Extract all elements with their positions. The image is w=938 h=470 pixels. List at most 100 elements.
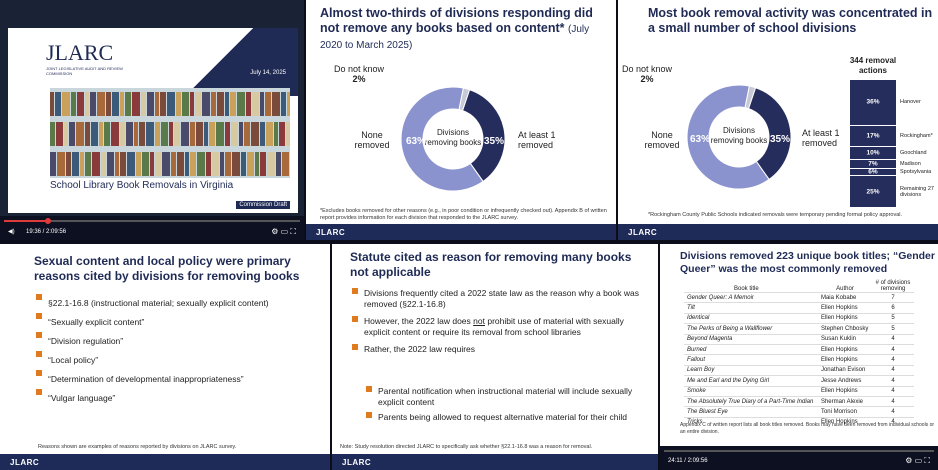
slide-bottom-bar	[332, 454, 658, 470]
book-spine	[255, 152, 259, 176]
progress-track[interactable]	[4, 218, 300, 224]
footnote: *Rockingham County Public Schools indica…	[648, 212, 903, 218]
book-spine	[115, 152, 119, 176]
book-spine	[251, 122, 259, 146]
slide-title: School Library Book Removals in Virginia	[50, 180, 234, 191]
author-cell: Stephen Chbosky	[817, 323, 872, 335]
jlarc-footer-logo: JLARC	[316, 228, 346, 237]
player-icons[interactable]: ⚙ ▭ ⛶	[905, 456, 930, 465]
book-title-cell: The Perks of Being a Wallflower	[684, 323, 818, 335]
book-spine	[104, 122, 110, 146]
slide-title: Statute cited as reason for removing man…	[350, 250, 632, 279]
count-cell: 4	[872, 354, 914, 366]
book-spine	[139, 122, 145, 146]
segment-pct: 25%	[866, 188, 880, 196]
donut-center: Divisions removing books	[710, 126, 768, 145]
donut-center: Divisions removing books	[424, 128, 482, 147]
slide-bottom-bar	[618, 224, 938, 240]
progress-knob[interactable]	[45, 218, 52, 224]
book-spine	[247, 152, 254, 176]
count-cell: 4	[872, 333, 914, 345]
book-spine	[50, 122, 55, 146]
book-title-cell: Gender Queer: A Memoir	[684, 291, 818, 303]
book-spine	[146, 122, 154, 146]
table-row: Gender Queer: A Memoir Maia Kobabe 7	[684, 291, 914, 303]
progress-track[interactable]	[664, 450, 934, 452]
book-spine	[190, 92, 194, 116]
book-spine	[111, 122, 119, 146]
book-spine	[50, 92, 54, 116]
video-tile-book-titles[interactable]: Divisions removed 223 unique book titles…	[660, 244, 938, 470]
slide-title: Divisions removed 223 unique book titles…	[680, 250, 935, 275]
list-item: Rather, the 2022 law requires	[350, 344, 650, 355]
slide-date: July 14, 2025	[250, 70, 286, 76]
book-title-cell: Tricks	[684, 416, 818, 428]
table-header: Book title Author # of divisions removin…	[734, 280, 911, 292]
none-slice	[686, 84, 770, 190]
table-row: Tilt Ellen Hopkins 6	[684, 302, 914, 314]
book-spine	[195, 92, 201, 116]
book-spine	[90, 92, 96, 116]
book-title-cell: Learn Boy	[684, 364, 818, 376]
book-spine	[272, 92, 280, 116]
book-spine	[112, 92, 119, 116]
jlarc-footer-logo: JLARC	[628, 228, 658, 237]
slide-title: Sexual content and local policy were pri…	[34, 254, 300, 283]
book-title-cell: Tilt	[684, 302, 818, 314]
footnote: Note: Study resolution directed JLARC to…	[340, 444, 593, 450]
slide-bottom-bar	[0, 454, 330, 470]
book-spine	[66, 152, 71, 176]
book-spine	[101, 152, 106, 176]
bookshelf-image	[50, 88, 290, 178]
player-icons[interactable]: ⚙ ▭ ⛶	[271, 227, 296, 236]
volume-icon[interactable]: ◀)	[8, 229, 15, 235]
author-cell: Maia Kobabe	[817, 291, 872, 303]
book-spine	[239, 122, 243, 146]
book-spine	[260, 92, 264, 116]
table-row: Tricks Ellen Hopkins 4	[684, 416, 914, 428]
count-cell: 4	[872, 364, 914, 376]
author-cell: Jesse Andrews	[817, 375, 872, 387]
author-cell: Jonathan Evison	[817, 364, 872, 376]
book-title-cell: Burned	[684, 343, 818, 355]
title-slide: JLARC JOINT LEGISLATIVE AUDIT AND REVIEW…	[8, 28, 298, 213]
author-cell: Ellen Hopkins	[817, 354, 872, 366]
book-spine	[169, 122, 173, 146]
book-spine	[237, 92, 245, 116]
segment-label: Goochland	[900, 149, 927, 156]
book-spine	[136, 152, 141, 176]
author-cell: Ellen Hopkins	[817, 312, 872, 324]
book-spine	[72, 152, 79, 176]
stack-segment: 17% Rockingham*	[850, 125, 933, 148]
segment-label: Remaining 27 divisions	[900, 185, 934, 198]
book-spine	[206, 152, 211, 176]
book-spine	[85, 92, 89, 116]
book-spine	[246, 92, 251, 116]
author-cell: Ellen Hopkins	[817, 416, 872, 428]
count-cell: 4	[872, 343, 914, 355]
book-spine	[76, 122, 84, 146]
table-row: Fallout Ellen Hopkins 4	[684, 354, 914, 366]
stack-segment: 7% Madison	[850, 159, 921, 169]
count-cell: 5	[872, 323, 914, 335]
book-spine	[176, 92, 181, 116]
book-title-cell: The Absolutely True Diary of a Part-Time…	[684, 395, 818, 407]
book-spine	[62, 92, 70, 116]
book-spine	[155, 152, 161, 176]
removed-label: At least 1 removed	[518, 130, 556, 150]
segment-label: Spotsylvania	[900, 168, 932, 175]
count-cell: 4	[872, 385, 914, 397]
count-cell: 4	[872, 406, 914, 418]
reasons-list: §22.1-16.8 (instructional material; sexu…	[34, 294, 324, 408]
stack-segment: 6% Spotsylvania	[850, 168, 931, 177]
book-spine	[85, 152, 91, 176]
book-spine	[190, 122, 195, 146]
book-spine	[281, 92, 286, 116]
removed-pct: 35%	[484, 136, 505, 147]
book-spine	[216, 122, 224, 146]
video-tile-title-slide[interactable]: JLARC JOINT LEGISLATIVE AUDIT AND REVIEW…	[0, 0, 304, 240]
book-spine	[106, 92, 111, 116]
none-label: None removed	[644, 130, 680, 150]
book-spine	[171, 152, 176, 176]
author-cell: Ellen Hopkins	[817, 385, 872, 397]
